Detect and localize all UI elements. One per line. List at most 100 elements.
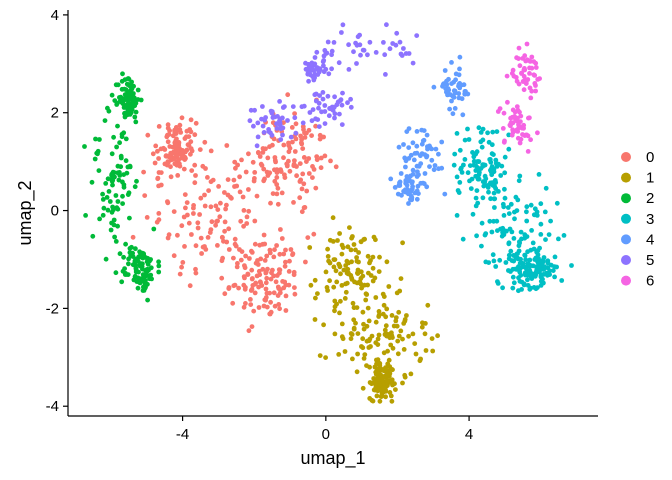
point bbox=[381, 40, 386, 45]
point bbox=[149, 276, 155, 282]
point bbox=[527, 71, 532, 76]
point bbox=[354, 61, 359, 66]
point bbox=[382, 52, 388, 58]
point bbox=[336, 60, 342, 66]
point bbox=[317, 136, 323, 142]
point bbox=[148, 265, 154, 271]
point bbox=[460, 112, 466, 118]
point bbox=[479, 144, 485, 150]
point bbox=[365, 253, 371, 259]
point bbox=[243, 253, 249, 259]
point bbox=[489, 172, 495, 178]
point bbox=[345, 266, 351, 272]
point bbox=[363, 291, 369, 297]
point bbox=[121, 184, 127, 190]
point bbox=[278, 227, 283, 232]
point bbox=[226, 285, 232, 290]
point bbox=[272, 114, 278, 120]
point bbox=[110, 169, 116, 175]
point bbox=[117, 173, 123, 178]
point bbox=[422, 331, 428, 337]
point bbox=[272, 247, 277, 253]
point bbox=[313, 295, 318, 301]
point bbox=[262, 241, 268, 247]
point bbox=[301, 155, 307, 160]
point bbox=[293, 121, 299, 127]
point bbox=[260, 266, 266, 272]
point bbox=[516, 178, 522, 184]
point bbox=[213, 203, 219, 209]
point bbox=[264, 253, 270, 259]
point bbox=[411, 157, 417, 163]
point bbox=[242, 275, 247, 281]
point bbox=[513, 75, 519, 80]
point bbox=[410, 60, 416, 66]
point bbox=[402, 317, 408, 322]
point bbox=[193, 270, 199, 276]
point bbox=[312, 55, 318, 60]
point bbox=[482, 173, 488, 179]
point bbox=[145, 297, 151, 303]
point bbox=[261, 178, 267, 184]
point bbox=[478, 139, 484, 145]
point bbox=[538, 201, 544, 207]
point bbox=[260, 104, 265, 109]
point bbox=[552, 254, 558, 260]
point bbox=[184, 128, 190, 134]
point bbox=[331, 284, 337, 290]
point bbox=[528, 95, 534, 101]
point bbox=[351, 242, 357, 247]
x-tick-label: 4 bbox=[465, 426, 473, 443]
point bbox=[271, 290, 277, 296]
point bbox=[499, 163, 505, 169]
point bbox=[374, 361, 379, 367]
point bbox=[162, 161, 168, 167]
point bbox=[120, 71, 125, 77]
point bbox=[277, 122, 283, 128]
point bbox=[358, 52, 363, 58]
point bbox=[378, 372, 383, 377]
point bbox=[500, 225, 506, 231]
point bbox=[283, 308, 289, 313]
point bbox=[141, 284, 146, 290]
point bbox=[117, 251, 123, 257]
point bbox=[531, 246, 537, 252]
point bbox=[291, 163, 297, 169]
point bbox=[397, 288, 403, 294]
point bbox=[545, 260, 551, 266]
point bbox=[249, 286, 255, 292]
point bbox=[320, 90, 326, 95]
point bbox=[246, 187, 251, 192]
point bbox=[141, 169, 147, 175]
point bbox=[550, 268, 556, 273]
point bbox=[177, 271, 183, 277]
point bbox=[518, 113, 524, 119]
point bbox=[355, 34, 361, 40]
point bbox=[92, 156, 98, 162]
point bbox=[277, 306, 282, 312]
point bbox=[424, 154, 429, 160]
point bbox=[116, 177, 122, 183]
point bbox=[410, 171, 416, 177]
point bbox=[132, 114, 138, 120]
point bbox=[119, 279, 125, 285]
point bbox=[257, 242, 263, 248]
point bbox=[288, 134, 294, 140]
point bbox=[467, 178, 472, 184]
point bbox=[535, 130, 540, 136]
point bbox=[483, 231, 489, 237]
point bbox=[213, 222, 219, 228]
point bbox=[536, 264, 542, 270]
point bbox=[223, 206, 229, 212]
point bbox=[111, 134, 116, 140]
point bbox=[509, 258, 515, 263]
point bbox=[418, 356, 423, 362]
point bbox=[281, 120, 286, 125]
point bbox=[373, 50, 379, 55]
point bbox=[256, 305, 262, 310]
point bbox=[118, 155, 124, 161]
point bbox=[401, 142, 406, 147]
point bbox=[231, 255, 236, 261]
point bbox=[83, 213, 88, 218]
point bbox=[354, 255, 359, 260]
